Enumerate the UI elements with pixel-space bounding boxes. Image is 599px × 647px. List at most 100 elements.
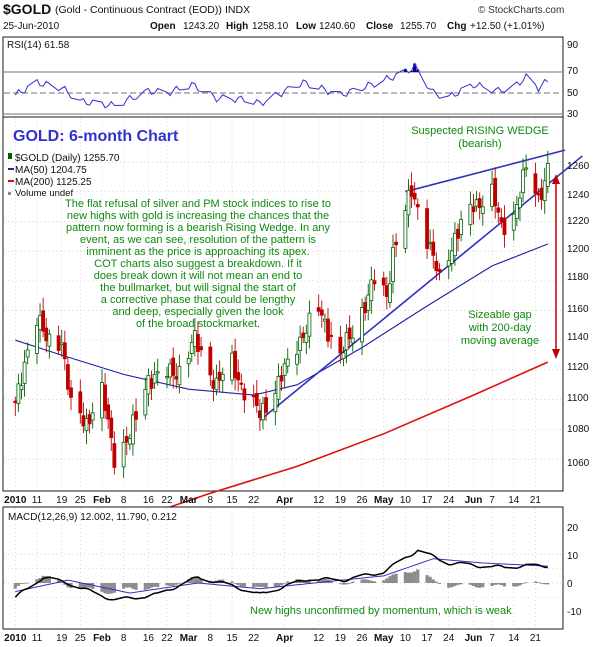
macd-label: MACD(12,26,9) 12.002, 11.790, 0.212	[8, 512, 177, 523]
candle-body	[199, 346, 203, 351]
candle-body	[233, 350, 238, 379]
macd-histogram-bar	[236, 583, 240, 586]
macd-histogram-bar	[341, 583, 346, 585]
macd-histogram-bar	[372, 581, 377, 583]
macd-histogram-bar	[57, 579, 61, 583]
candle-body	[341, 352, 346, 360]
macd-histogram-bar	[344, 583, 349, 585]
commentary-line: and deep, especially given the look	[112, 306, 284, 318]
commentary-line: event, as we can see, resolution of the …	[80, 234, 317, 246]
candle-body	[409, 185, 414, 197]
candle-body	[518, 197, 522, 209]
macd-histogram-bar	[261, 583, 265, 587]
price-tick: 1180	[567, 272, 589, 283]
x-axis-label: 17	[421, 633, 433, 644]
macd-histogram-bar	[403, 572, 407, 583]
x-axis-label: 21	[530, 633, 542, 644]
candle-body	[301, 332, 306, 339]
candle-body	[273, 392, 278, 413]
candle-body	[220, 373, 225, 382]
candle-body	[499, 217, 504, 222]
candle-body	[22, 361, 27, 384]
rsi-tick: 30	[567, 109, 579, 120]
macd-histogram-bar	[363, 579, 367, 583]
macd-note: New highs unconfirmed by momentum, which…	[250, 605, 512, 617]
macd-histogram-bar	[286, 581, 290, 583]
rsi-tick: 90	[567, 40, 579, 51]
candle-body	[502, 217, 507, 236]
commentary-line: new highs with gold is increasing the ch…	[67, 210, 329, 222]
candle-body	[134, 411, 138, 420]
candle-body	[521, 169, 525, 194]
candle-body	[394, 241, 399, 246]
macd-histogram-bar	[165, 583, 169, 586]
candle-body	[474, 199, 479, 207]
candle-body	[326, 318, 330, 342]
candle-body	[168, 363, 172, 378]
macd-histogram-bar	[26, 582, 30, 584]
close-value: 1255.70	[400, 21, 437, 32]
stockcharts-watermark: © StockCharts.com	[478, 5, 564, 16]
candle-body	[363, 302, 368, 314]
candle-body	[542, 180, 547, 202]
macd-histogram-bar	[360, 579, 364, 583]
macd-histogram-bar	[153, 583, 157, 587]
macd-histogram-bar	[502, 583, 507, 587]
candle-body	[279, 375, 284, 382]
macd-histogram-bar	[543, 583, 547, 585]
candle-body	[19, 385, 24, 391]
candle-body	[350, 337, 355, 344]
macd-histogram-bar	[81, 583, 86, 588]
macd-histogram-bar	[13, 583, 17, 589]
macd-histogram-bar	[112, 583, 116, 593]
gap-note-line: Sizeable gap	[468, 309, 532, 321]
wedge-note: Suspected RISING WEDGE (bearish)	[411, 125, 549, 150]
candle-body	[230, 352, 234, 381]
x-axis-label: Mar	[180, 633, 198, 644]
ma200-label: MA(200) 1125.25	[15, 177, 92, 188]
x-axis-label: 12	[313, 633, 325, 644]
candle-body	[381, 277, 386, 286]
series-swatch	[8, 153, 12, 159]
candle-body	[446, 260, 451, 267]
x-axis-label: Apr	[276, 633, 293, 644]
x-axis-label: 24	[443, 495, 455, 506]
price-grid	[4, 118, 562, 490]
candle-body	[322, 318, 327, 322]
chart-date: 25-Jun-2010	[3, 21, 60, 32]
commentary: The flat refusal of silver and PM stock …	[65, 198, 331, 330]
macd-histogram-bar	[146, 583, 151, 589]
macd-histogram-bar	[264, 583, 268, 588]
gap-note-line: moving average	[461, 335, 539, 347]
price-tick: 1240	[567, 190, 590, 201]
candle-body	[493, 177, 498, 207]
macd-histogram-bar	[255, 583, 259, 587]
macd-histogram-bar	[143, 583, 147, 590]
candle-body	[453, 232, 457, 257]
gap-note: Sizeable gap with 200-day moving average	[461, 309, 539, 347]
macd-histogram-bar	[450, 583, 454, 588]
price-tick: 1220	[567, 216, 590, 227]
macd-histogram-bar	[431, 579, 435, 583]
rsi-tick: 50	[567, 88, 579, 99]
macd-histogram-bar	[394, 573, 398, 583]
high-label: High	[226, 21, 248, 32]
macd-histogram-bar	[279, 583, 284, 586]
macd-histogram-bar	[468, 583, 473, 585]
candle-body	[131, 414, 135, 445]
macd-histogram-bar	[230, 581, 234, 583]
candle-body	[338, 336, 343, 354]
macd-histogram-bar	[252, 583, 256, 588]
candle-body	[103, 384, 107, 411]
macd-histogram-bar	[44, 575, 48, 583]
candle-body	[391, 246, 395, 283]
x-axis-label: 16	[143, 633, 155, 644]
macd-frame	[2, 506, 564, 630]
candle-body	[155, 371, 160, 374]
open-label: Open	[150, 21, 176, 32]
candle-body	[369, 279, 374, 302]
macd-line	[14, 549, 548, 601]
chg-label: Chg	[447, 21, 466, 32]
signal-line	[15, 558, 548, 594]
macd-histogram-bar	[242, 583, 246, 587]
